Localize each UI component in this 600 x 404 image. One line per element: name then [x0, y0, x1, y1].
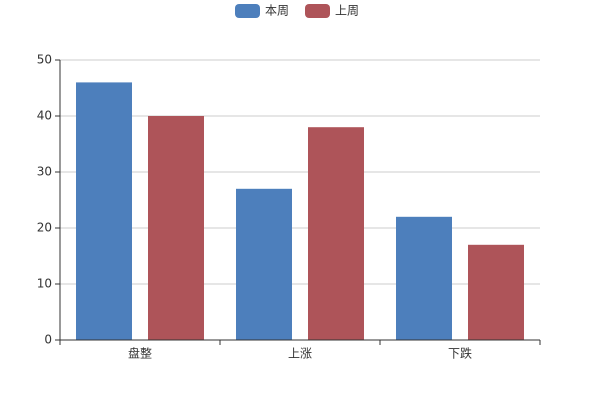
legend-swatch — [305, 4, 330, 18]
y-tick-label: 40 — [37, 109, 52, 123]
y-tick-label: 20 — [37, 221, 52, 235]
bar — [396, 216, 452, 340]
bar — [468, 244, 524, 340]
y-tick-label: 30 — [37, 165, 52, 179]
bar — [76, 82, 132, 341]
x-tick-label: 盘整 — [128, 346, 152, 361]
legend-label: 上周 — [335, 4, 359, 18]
legend-label: 本周 — [265, 4, 289, 18]
legend-swatch — [235, 4, 260, 18]
y-tick-label: 50 — [37, 53, 52, 67]
x-tick-label: 下跌 — [448, 346, 472, 361]
bar — [308, 127, 364, 340]
bar — [236, 188, 292, 340]
y-tick-label: 10 — [37, 277, 52, 291]
bar — [148, 116, 204, 340]
y-tick-label: 0 — [44, 333, 52, 347]
x-tick-label: 上涨 — [288, 346, 312, 361]
